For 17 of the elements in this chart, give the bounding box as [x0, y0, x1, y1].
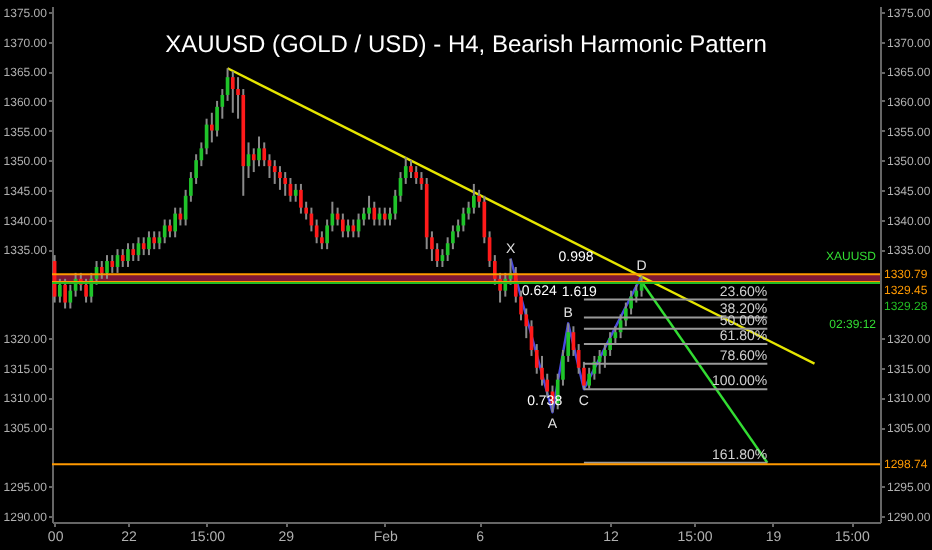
- candlestick: [63, 277, 67, 310]
- candlestick: [367, 194, 371, 221]
- candlestick: [283, 171, 288, 197]
- text: XAUUSD (GOLD / USD) - H4, Bearish Harmonic Pattern: [165, 29, 767, 58]
- candlestick: [341, 212, 345, 239]
- candlestick: [257, 135, 261, 168]
- candlestick: [278, 165, 282, 191]
- candlestick: [173, 206, 177, 239]
- candlestick: [147, 230, 151, 257]
- candlestick: [372, 200, 377, 227]
- candlestick: [299, 182, 303, 215]
- candlestick: [272, 159, 277, 185]
- candlestick: [162, 218, 167, 245]
- candlestick: [126, 242, 130, 268]
- candlestick: [472, 182, 476, 215]
- candlestick: [230, 70, 235, 114]
- candlestick: [84, 277, 88, 304]
